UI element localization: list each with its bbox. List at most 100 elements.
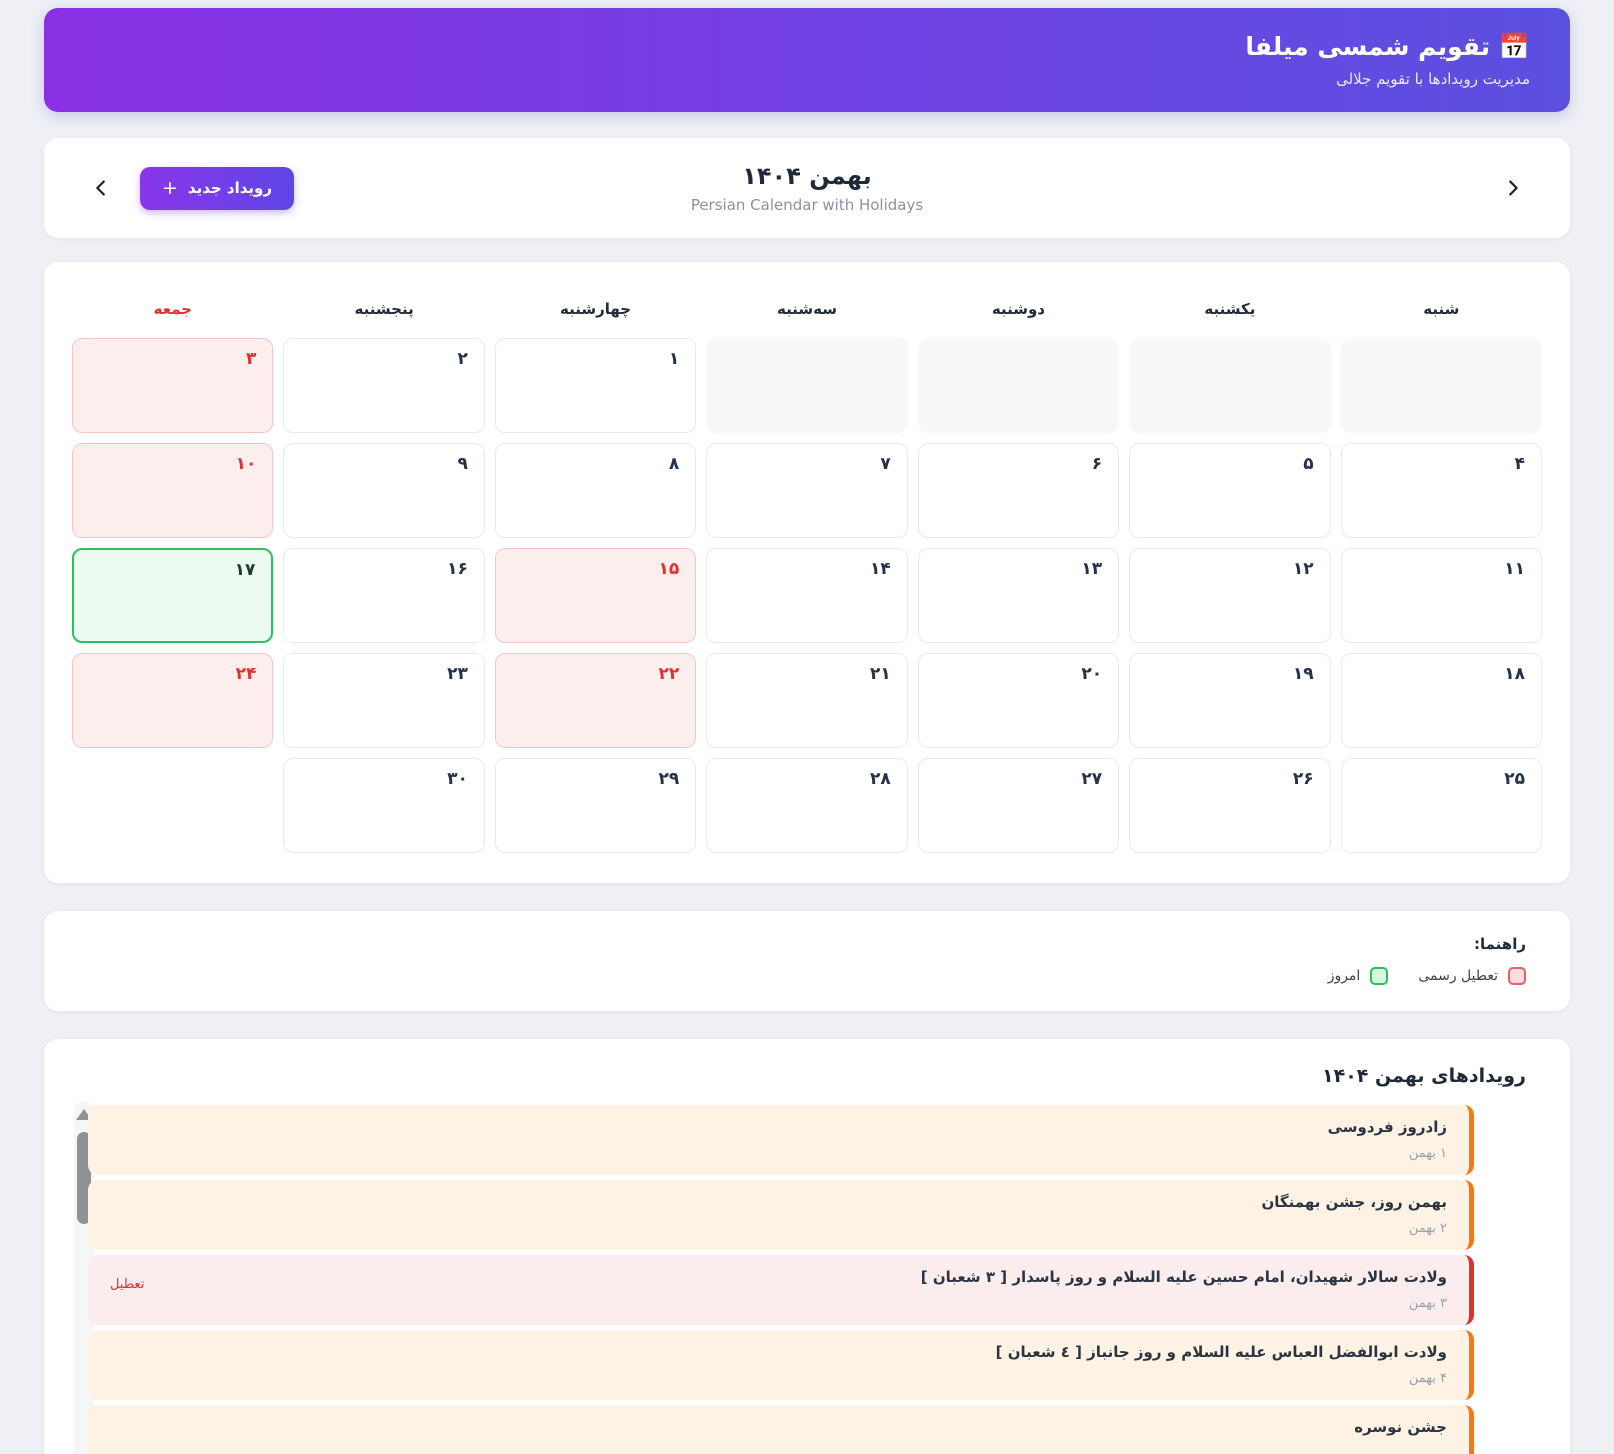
event-date: ۲ بهمن bbox=[1408, 1221, 1447, 1236]
calendar-day-cell[interactable]: ۲۴ bbox=[72, 653, 274, 748]
event-card[interactable]: زادروز فردوسی ۱ بهمن bbox=[88, 1105, 1474, 1175]
calendar-day-cell bbox=[1129, 338, 1331, 433]
month-nav-bar: بهمن ۱۴۰۴ Persian Calendar with Holidays… bbox=[44, 138, 1570, 238]
calendar-day-cell[interactable]: ۱۳ bbox=[917, 548, 1120, 643]
legend-item-label: امروز bbox=[1327, 968, 1361, 984]
event-date: ۱ بهمن bbox=[1408, 1146, 1447, 1161]
day-number: ۲۷ bbox=[1081, 769, 1103, 789]
app-subtitle: مدیریت رویدادها با تقویم جلالی bbox=[1336, 70, 1530, 88]
prev-month-button[interactable] bbox=[84, 171, 118, 205]
day-number: ۲۴ bbox=[235, 664, 257, 684]
calendar-day-cell[interactable]: ۷ bbox=[706, 443, 908, 538]
calendar-day-cell[interactable]: ۲۳ bbox=[283, 653, 485, 748]
calendar-day-cell[interactable]: ۱۹ bbox=[1129, 653, 1331, 748]
day-number: ۲۹ bbox=[658, 769, 680, 789]
calendar-day-cell[interactable]: ۱۲ bbox=[1129, 548, 1331, 643]
weekday-label: جمعه bbox=[153, 300, 192, 318]
legend-swatch-icon bbox=[1370, 967, 1389, 985]
day-number: ۱۰ bbox=[235, 454, 257, 474]
calendar-day-cell[interactable]: ۱۷ bbox=[72, 548, 274, 643]
day-number: ۳ bbox=[246, 349, 257, 369]
legend-swatch-icon bbox=[1508, 967, 1526, 985]
day-number: ۱۱ bbox=[1504, 559, 1525, 579]
holiday-badge: تعطیل bbox=[110, 1277, 145, 1292]
events-title: رویدادهای بهمن ۱۴۰۴ bbox=[1322, 1065, 1526, 1087]
legend-item: امروز bbox=[1328, 967, 1389, 985]
calendar-day-cell[interactable]: ۱۱ bbox=[1340, 548, 1542, 643]
scroll-up-icon[interactable] bbox=[76, 1109, 92, 1120]
calendar-day-cell[interactable]: ۲۶ bbox=[1129, 758, 1331, 853]
calendar-day-cell[interactable]: ۱ bbox=[494, 338, 697, 433]
calendar-day-cell[interactable]: ۲۷ bbox=[917, 758, 1120, 853]
calendar-day-cell[interactable]: ۲۰ bbox=[917, 653, 1120, 748]
weekday-label: دوشنبه bbox=[991, 300, 1045, 318]
weekday-label: پنجشنبه bbox=[354, 300, 414, 318]
day-number: ۲۸ bbox=[869, 769, 891, 789]
calendar-day-cell[interactable]: ۲۸ bbox=[706, 758, 908, 853]
weekday-label: سه‌شنبه bbox=[777, 300, 837, 318]
legend-title: راهنما: bbox=[1474, 935, 1526, 953]
event-title: ولادت ابوالفضل العباس علیه السلام و روز … bbox=[995, 1343, 1447, 1361]
day-number: ۲ bbox=[457, 349, 468, 369]
day-number: ۲۳ bbox=[447, 664, 468, 684]
new-event-button[interactable]: رویداد جدید + bbox=[140, 166, 295, 210]
calendar-day-cell[interactable]: ۱۶ bbox=[283, 548, 485, 643]
day-number: ۵ bbox=[1303, 454, 1314, 474]
day-number: ۳۰ bbox=[447, 769, 468, 789]
day-number: ۱۳ bbox=[1081, 559, 1103, 579]
calendar-day-cell bbox=[1340, 338, 1542, 433]
day-number: ۲۲ bbox=[658, 664, 680, 684]
calendar-day-cell[interactable]: ۱۸ bbox=[1340, 653, 1542, 748]
day-number: ۴ bbox=[1514, 454, 1525, 474]
day-number: ۹ bbox=[457, 454, 468, 474]
calendar-day-cell[interactable]: ۳ bbox=[72, 338, 274, 433]
calendar-day-cell[interactable]: ۴ bbox=[1340, 443, 1542, 538]
day-number: ۱۶ bbox=[447, 559, 468, 579]
day-number: ۱۴ bbox=[869, 559, 891, 579]
calendar-day-cell[interactable]: ۲۱ bbox=[706, 653, 908, 748]
event-date: ۴ بهمن bbox=[1408, 1371, 1447, 1386]
day-number: ۶ bbox=[1091, 454, 1103, 474]
calendar-day-cell[interactable]: ۲ bbox=[283, 338, 485, 433]
legend-card: راهنما: تعطیل رسمی امروز bbox=[44, 911, 1570, 1011]
event-card[interactable]: بهمن روز، جشن بهمنگان ۲ بهمن bbox=[88, 1180, 1474, 1250]
day-number: ۲۵ bbox=[1504, 769, 1525, 789]
calendar-day-cell[interactable]: ۱۰ bbox=[72, 443, 274, 538]
day-number: ۲۶ bbox=[1292, 769, 1314, 789]
plus-icon: + bbox=[162, 176, 178, 199]
day-number: ۲۱ bbox=[869, 664, 891, 684]
day-number: ۷ bbox=[880, 454, 891, 474]
calendar-day-cell[interactable]: ۲۵ bbox=[1340, 758, 1542, 853]
weekday-label: چهارشنبه bbox=[560, 300, 632, 318]
event-date: ۳ بهمن bbox=[1408, 1296, 1447, 1311]
day-number: ۸ bbox=[668, 454, 680, 474]
calendar-day-cell bbox=[706, 338, 908, 433]
app-title: 📅 تقویم شمسی میلفا bbox=[1245, 32, 1530, 61]
day-number: ۱۵ bbox=[658, 559, 680, 579]
calendar-day-cell[interactable]: ۲۲ bbox=[494, 653, 697, 748]
chevron-right-icon bbox=[1509, 180, 1518, 196]
calendar-day-cell[interactable]: ۵ bbox=[1129, 443, 1331, 538]
event-card[interactable]: ولادت ابوالفضل العباس علیه السلام و روز … bbox=[88, 1330, 1474, 1400]
calendar-day-cell[interactable]: ۲۹ bbox=[494, 758, 697, 853]
next-month-button[interactable] bbox=[1496, 171, 1530, 205]
calendar-day-cell[interactable]: ۹ bbox=[283, 443, 485, 538]
events-list: زادروز فردوسی ۱ بهمن بهمن روز، جشن بهمنگ… bbox=[88, 1105, 1526, 1454]
scrollbar-thumb[interactable] bbox=[77, 1132, 91, 1224]
calendar-day-cell[interactable]: ۶ bbox=[917, 443, 1120, 538]
new-event-label: رویداد جدید bbox=[187, 179, 273, 197]
calendar-day-cell[interactable]: ۸ bbox=[494, 443, 697, 538]
calendar-day-cell[interactable]: ۱۴ bbox=[706, 548, 908, 643]
day-number: ۱۲ bbox=[1292, 559, 1314, 579]
calendar-day-cell[interactable]: ۱۵ bbox=[494, 548, 697, 643]
legend-item: تعطیل رسمی bbox=[1418, 967, 1526, 985]
weekday-label: شنبه bbox=[1423, 300, 1460, 318]
event-card[interactable]: ولادت سالار شهیدان، امام حسین علیه السلا… bbox=[88, 1255, 1474, 1325]
event-title: بهمن روز، جشن بهمنگان bbox=[1261, 1193, 1448, 1211]
weekday-label: یکشنبه bbox=[1204, 300, 1256, 318]
event-title: زادروز فردوسی bbox=[1327, 1118, 1447, 1136]
calendar-day-cell[interactable]: ۳۰ bbox=[283, 758, 485, 853]
day-number: ۱۸ bbox=[1504, 664, 1525, 684]
event-card[interactable]: جشن نوسره bbox=[88, 1405, 1474, 1454]
